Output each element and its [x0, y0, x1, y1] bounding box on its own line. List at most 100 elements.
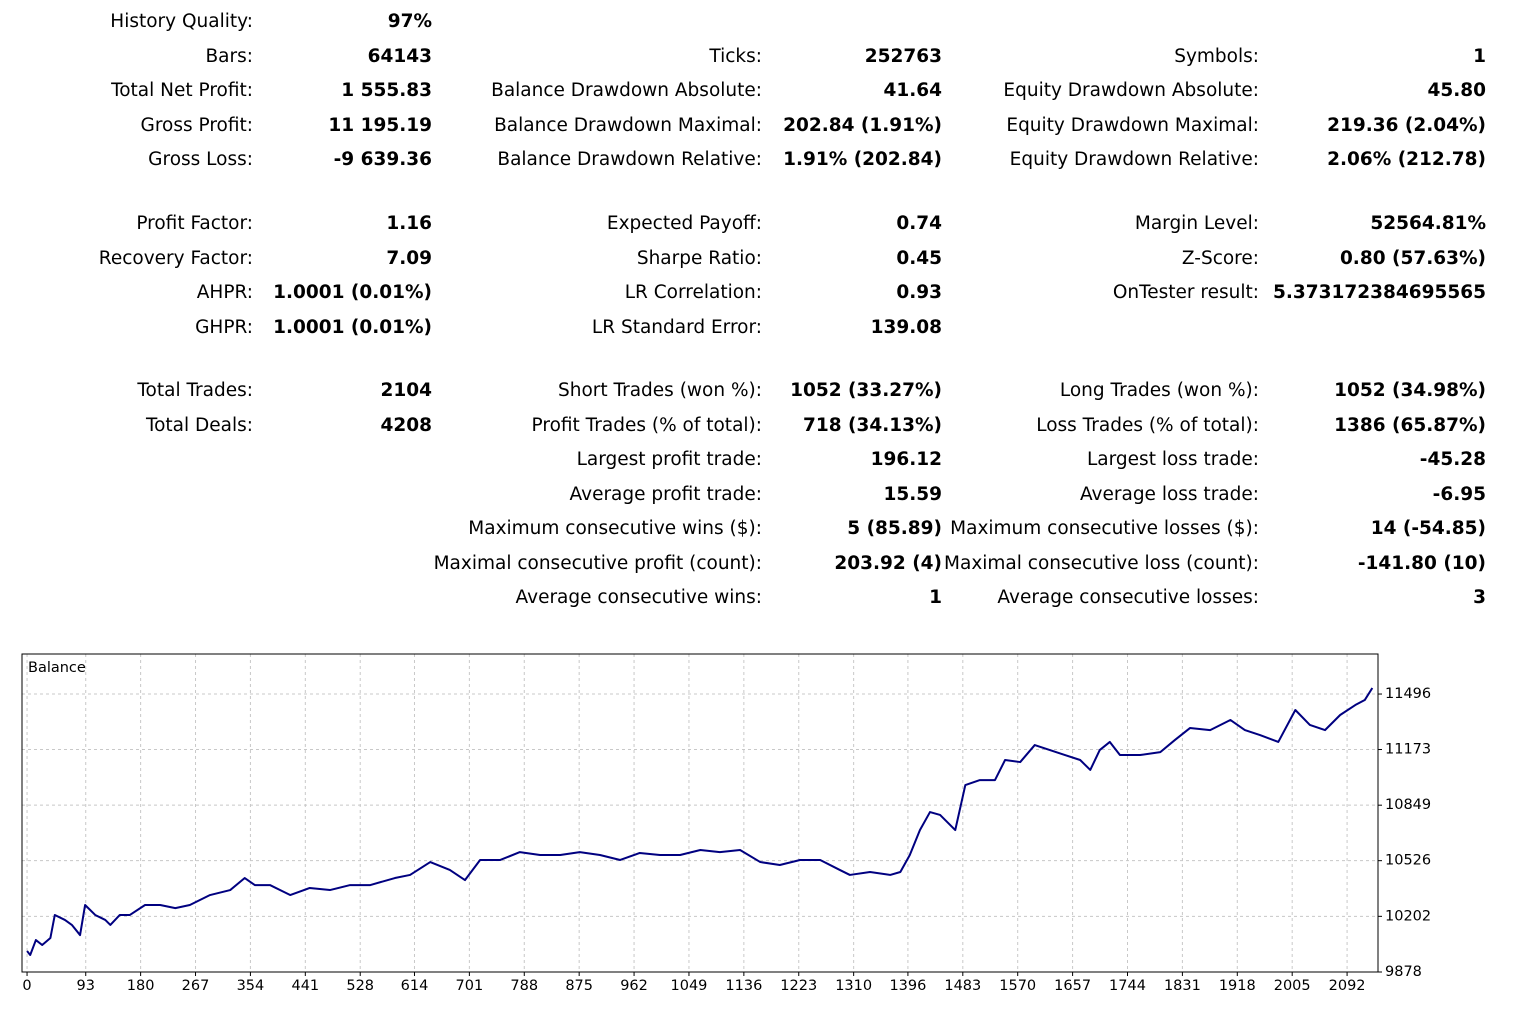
- plot-frame: [21, 653, 1379, 973]
- stat-value: 14 (-54.85): [1370, 518, 1486, 539]
- stat-label: Balance Drawdown Relative:: [497, 149, 762, 170]
- stat-value: 15.59: [883, 483, 942, 505]
- x-tick-label: 528: [346, 978, 374, 994]
- stat-value: 2.06% (212.78): [1327, 149, 1486, 170]
- stat-label: Expected Payoff:: [606, 213, 762, 234]
- stat-value: 11 195.19: [328, 114, 432, 136]
- stat-label: Ticks:: [709, 45, 762, 67]
- stat-value: 1: [1473, 45, 1486, 67]
- stat-label: Largest profit trade:: [576, 449, 762, 470]
- x-tick-label: 1223: [780, 978, 817, 994]
- stat-value: 2104: [380, 380, 433, 401]
- stat-value: -141.80 (10): [1357, 552, 1486, 574]
- stat-label: AHPR:: [196, 282, 253, 303]
- stat-value: 41.64: [883, 80, 942, 101]
- x-tick-label: 1657: [1054, 978, 1091, 994]
- stat-value: 97%: [387, 11, 432, 32]
- stat-label: Gross Loss:: [148, 149, 253, 170]
- stat-label: Loss Trades (% of total):: [1036, 414, 1259, 436]
- y-tick-label: 10202: [1385, 908, 1431, 924]
- stat-value: 219.36 (2.04%): [1327, 114, 1486, 136]
- stat-label: Total Deals:: [145, 414, 253, 436]
- stat-label: Recovery Factor:: [98, 247, 253, 269]
- stat-value: 7.09: [386, 247, 432, 269]
- stat-value: 5 (85.89): [847, 518, 942, 539]
- y-tick-label: 9878: [1385, 964, 1422, 980]
- stat-label: Bars:: [205, 45, 253, 67]
- stat-label: Average consecutive wins:: [515, 587, 762, 608]
- stat-value: 0.45: [896, 247, 942, 269]
- stat-label: Maximal consecutive profit (count):: [433, 552, 762, 574]
- stat-label: Equity Drawdown Absolute:: [1003, 80, 1259, 101]
- stat-label: Maximum consecutive wins ($):: [468, 518, 762, 539]
- stat-label: Maximum consecutive losses ($):: [950, 518, 1259, 539]
- stat-value: 196.12: [870, 449, 942, 470]
- stat-label: LR Standard Error:: [591, 316, 762, 338]
- x-tick-label: 1570: [999, 978, 1036, 994]
- stat-value: 203.92 (4): [834, 552, 942, 574]
- stat-value: 1052 (33.27%): [790, 380, 942, 401]
- x-tick-label: 2092: [1329, 978, 1366, 994]
- stat-value: 3: [1473, 587, 1486, 608]
- stat-value: 1052 (34.98%): [1334, 380, 1486, 401]
- stat-label: Gross Profit:: [140, 114, 254, 136]
- stat-label: OnTester result:: [1112, 282, 1259, 303]
- stat-label: History Quality:: [110, 11, 253, 32]
- stat-label: Largest loss trade:: [1087, 449, 1259, 470]
- x-tick-label: 1136: [725, 978, 762, 994]
- stat-value: 139.08: [870, 316, 942, 338]
- x-tick-label: 0: [22, 978, 31, 994]
- stat-label: Balance Drawdown Absolute:: [491, 80, 762, 101]
- stat-value: 1 555.83: [341, 80, 432, 101]
- stat-value: 1.91% (202.84): [783, 149, 942, 170]
- stat-value: 1386 (65.87%): [1334, 414, 1486, 436]
- stat-label: Margin Level:: [1134, 213, 1259, 234]
- stat-label: LR Correlation:: [624, 282, 762, 303]
- x-tick-label: 614: [401, 978, 429, 994]
- x-tick-label: 1918: [1219, 978, 1256, 994]
- stat-value: 52564.81%: [1370, 213, 1486, 234]
- stat-value: -9 639.36: [333, 149, 432, 170]
- stat-value: 0.74: [896, 213, 942, 234]
- x-tick-label: 1310: [835, 978, 872, 994]
- stat-label: Average consecutive losses:: [997, 587, 1259, 608]
- stat-label: Average profit trade:: [569, 483, 762, 505]
- x-tick-label: 1396: [889, 978, 926, 994]
- stat-label: Sharpe Ratio:: [636, 247, 762, 269]
- stat-label: Short Trades (won %):: [558, 380, 762, 401]
- stat-label: Profit Factor:: [136, 213, 253, 234]
- stat-value: 252763: [864, 45, 942, 67]
- stat-label: Profit Trades (% of total):: [531, 414, 762, 436]
- stat-value: 4208: [380, 414, 433, 436]
- stat-value: 5.373172384695565: [1273, 282, 1486, 303]
- stat-value: 718 (34.13%): [802, 414, 942, 436]
- stat-label: Long Trades (won %):: [1059, 380, 1259, 401]
- x-tick-label: 93: [77, 978, 95, 994]
- stat-value: 0.93: [896, 282, 942, 303]
- stat-value: 1.0001 (0.01%): [273, 282, 432, 303]
- x-tick-label: 875: [565, 978, 593, 994]
- stat-label: Maximal consecutive loss (count):: [944, 552, 1259, 574]
- x-tick-label: 788: [510, 978, 538, 994]
- stat-label: Symbols:: [1174, 45, 1259, 67]
- stat-value: 202.84 (1.91%): [783, 114, 942, 136]
- stat-value: -45.28: [1419, 449, 1486, 470]
- stat-label: Total Net Profit:: [111, 80, 253, 101]
- x-tick-label: 267: [182, 978, 210, 994]
- balance-line: [26, 687, 1374, 956]
- stat-label: Equity Drawdown Relative:: [1009, 149, 1259, 170]
- x-tick-label: 441: [291, 978, 319, 994]
- stat-label: Balance Drawdown Maximal:: [494, 114, 762, 136]
- stat-label: Average loss trade:: [1079, 483, 1259, 505]
- stat-label: Equity Drawdown Maximal:: [1006, 114, 1259, 136]
- stat-value: 1: [929, 587, 942, 608]
- stat-value: 64143: [367, 45, 432, 67]
- x-tick-label: 1049: [671, 978, 708, 994]
- stat-value: 1.16: [386, 213, 432, 234]
- stat-label: Z-Score:: [1181, 247, 1259, 269]
- y-tick-label: 10849: [1385, 797, 1431, 813]
- x-tick-label: 1831: [1164, 978, 1201, 994]
- x-tick-label: 701: [456, 978, 484, 994]
